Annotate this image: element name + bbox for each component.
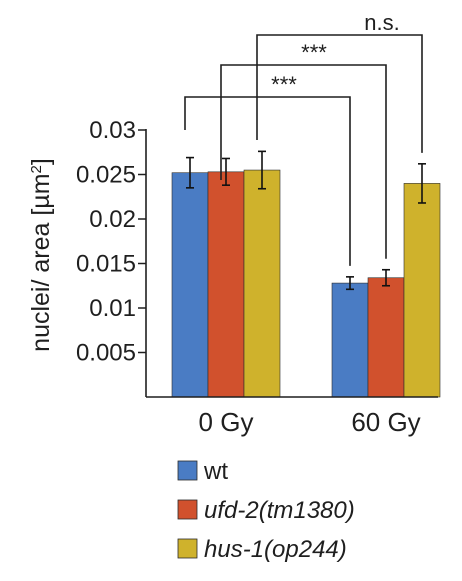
significance-label: ***	[301, 40, 327, 65]
bar	[367, 277, 405, 398]
y-axis-label: nuclei/ area [µm2]	[27, 158, 55, 352]
x-axis-categories: 0 Gy 60 Gy	[199, 407, 421, 437]
y-tick-label: 0.03	[89, 117, 136, 144]
y-tick-label: 0.015	[76, 251, 136, 278]
bar	[171, 172, 209, 398]
error-bars	[186, 150, 426, 291]
legend-label: hus-1(op244)	[204, 536, 347, 563]
y-tick-label: 0.02	[89, 206, 136, 233]
significance-bracket	[220, 64, 387, 259]
significance-bracket	[184, 96, 351, 266]
legend-swatch	[177, 499, 198, 520]
legend-label: ufd-2(tm1380)	[204, 497, 355, 524]
x-category-label: 0 Gy	[199, 407, 254, 437]
legend-label: wt	[203, 458, 228, 485]
bars	[171, 169, 441, 398]
significance-bracket	[256, 34, 423, 153]
legend: wt ufd-2(tm1380) hus-1(op244)	[177, 458, 355, 563]
y-axis-label-end: ]	[27, 158, 55, 165]
y-tick-label: 0.025	[76, 162, 136, 189]
legend-swatch	[177, 460, 198, 481]
bar	[207, 171, 245, 398]
y-axis-title: nuclei/ area [µm2]	[27, 158, 55, 352]
y-tick-label: 0.01	[89, 295, 136, 322]
x-category-label: 60 Gy	[351, 407, 420, 437]
significance-label: n.s.	[364, 10, 399, 35]
y-axis-label-main: nuclei/ area [µm	[27, 173, 55, 351]
y-axis-label-sup: 2	[28, 165, 45, 173]
y-axis-ticks: 0.03 0.025 0.02 0.015 0.01 0.005	[76, 117, 146, 367]
legend-swatch	[177, 538, 198, 559]
axes	[145, 129, 438, 398]
bar	[403, 183, 441, 398]
significance-brackets: ****** n.s.	[184, 10, 423, 266]
significance-label: ***	[271, 72, 297, 97]
y-tick-label: 0.005	[76, 340, 136, 367]
bar	[331, 282, 369, 398]
bar	[243, 169, 281, 398]
